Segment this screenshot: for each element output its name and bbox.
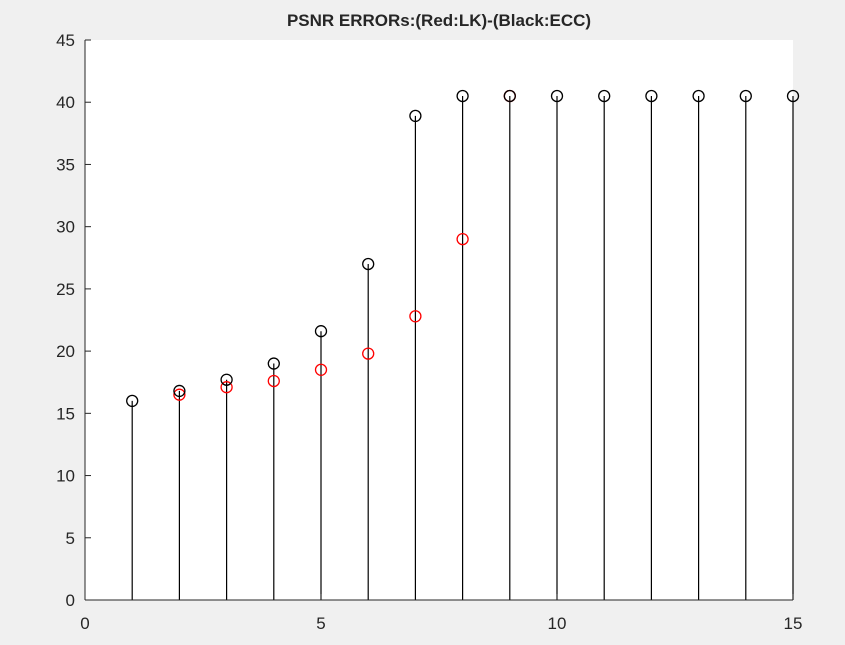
data-point-lk: [220, 381, 233, 394]
ticks-layer: 0 5 10 15 20 25 30 35 40 45 0 5 10 15: [56, 31, 802, 633]
y-tick-label: 15: [56, 404, 75, 423]
data-point-ecc: [173, 384, 186, 398]
y-tick-label: 25: [56, 280, 75, 299]
axes-layer: [84, 40, 793, 601]
data-point-ecc: [645, 89, 658, 103]
data-point-lk: [314, 363, 328, 376]
data-point-ecc: [409, 109, 422, 123]
data-point-ecc: [267, 357, 280, 370]
data-point-ecc: [126, 394, 139, 408]
y-tick-label: 35: [56, 155, 75, 174]
y-tick-label: 10: [56, 467, 75, 486]
data-point-ecc: [503, 89, 516, 103]
data-point-ecc: [550, 89, 564, 103]
data-point-ecc: [456, 89, 469, 103]
x-tick-label: 5: [316, 614, 325, 633]
data-point-ecc: [220, 373, 233, 386]
axes-background: [85, 40, 793, 600]
x-tick-label: 10: [548, 614, 567, 633]
data-point-lk: [267, 374, 280, 388]
y-tick-label: 40: [56, 93, 75, 112]
data-point-ecc: [739, 89, 752, 103]
data-point-ecc: [598, 89, 611, 103]
data-point-ecc: [786, 89, 800, 103]
data-point-lk: [173, 388, 186, 401]
y-tick-label: 5: [66, 529, 75, 548]
data-point-lk: [409, 310, 422, 323]
x-tick-label: 15: [784, 614, 803, 633]
y-tick-label: 0: [66, 591, 75, 610]
data-point-lk: [456, 232, 469, 246]
data-point-ecc: [362, 257, 375, 271]
stems-layer: [131, 96, 794, 600]
data-point-ecc: [314, 325, 328, 338]
chart-title: PSNR ERRORs:(Red:LK)-(Black:ECC): [287, 11, 591, 30]
y-tick-label: 45: [56, 31, 75, 50]
y-tick-label: 20: [56, 342, 75, 361]
x-tick-label: 0: [80, 614, 89, 633]
data-point-lk: [362, 347, 375, 360]
markers-layer: [126, 89, 800, 408]
data-point-ecc: [692, 89, 705, 103]
y-tick-label: 30: [56, 218, 75, 237]
